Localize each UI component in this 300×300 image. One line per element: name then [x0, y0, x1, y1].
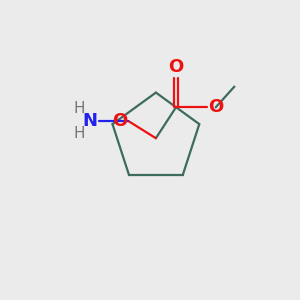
Text: H: H	[73, 101, 85, 116]
Text: N: N	[82, 112, 98, 130]
Text: O: O	[208, 98, 223, 116]
Text: O: O	[168, 58, 184, 76]
Text: O: O	[112, 112, 127, 130]
Text: H: H	[73, 126, 85, 141]
